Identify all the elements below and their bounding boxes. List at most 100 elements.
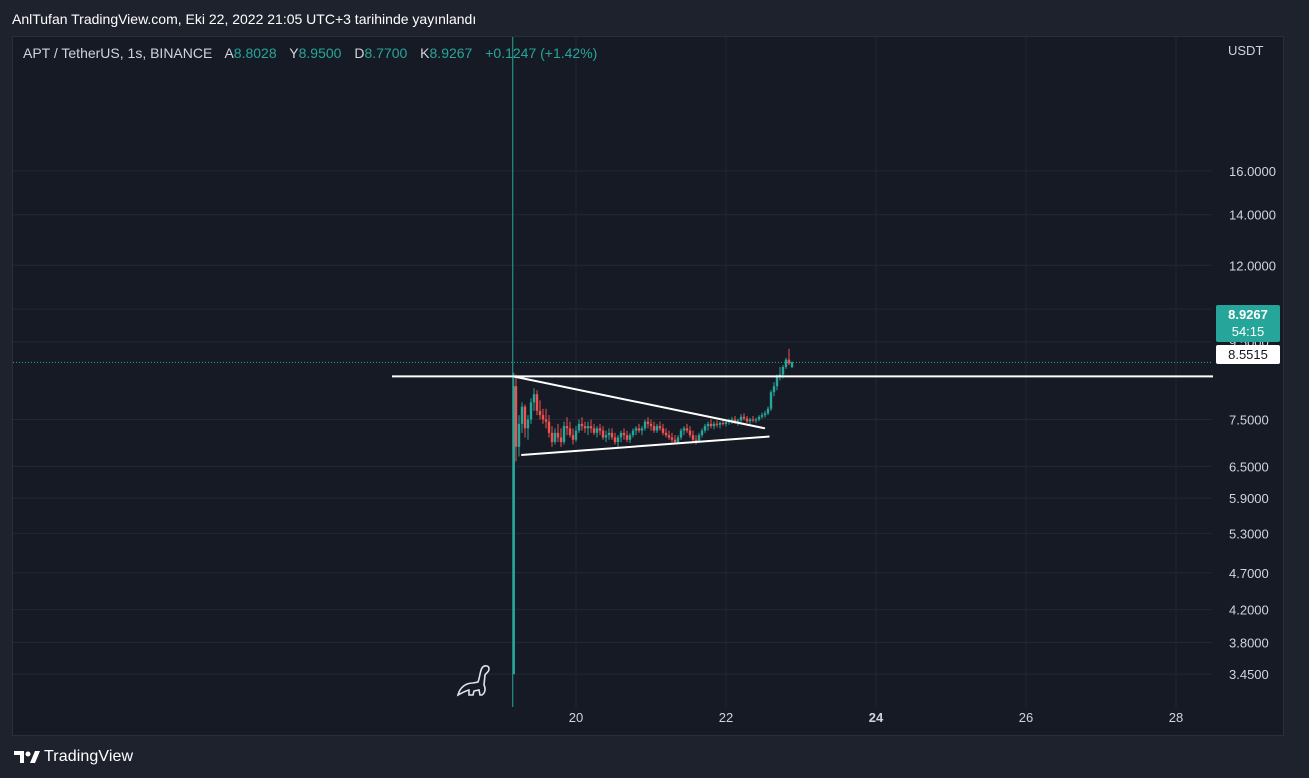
candle-down	[514, 386, 518, 447]
candle-down	[598, 428, 602, 431]
candle-up	[703, 426, 707, 431]
chart-pane[interactable]	[12, 36, 1284, 736]
time-tick-label: 22	[719, 710, 733, 725]
candle-up	[760, 415, 764, 417]
candle-down	[649, 423, 653, 427]
candle-down	[715, 423, 719, 425]
candle-up	[772, 386, 776, 393]
candle-down	[667, 435, 671, 438]
candle-down	[637, 428, 641, 431]
candle-down	[733, 419, 737, 423]
candle-up	[616, 437, 620, 443]
candle-down	[646, 421, 650, 424]
candle-up	[604, 435, 608, 438]
price-tick-label: 5.3000	[1229, 526, 1269, 541]
open-label: A	[224, 45, 234, 61]
candle-up	[607, 432, 611, 436]
last-price-tag: 8.9267 54:15	[1216, 305, 1280, 342]
candle-up	[532, 394, 536, 403]
footer-brand: TradingView	[44, 748, 134, 765]
candle-up	[512, 386, 515, 675]
price-tick-label: 12.0000	[1229, 258, 1276, 273]
candle-down	[613, 437, 617, 443]
candle-up	[784, 359, 788, 368]
high-value: 8.9500	[298, 45, 342, 61]
change-value: +0.1247 (+1.42%)	[485, 45, 598, 61]
candle-down	[664, 432, 668, 436]
candle-down	[673, 439, 677, 443]
candle-up	[655, 426, 659, 431]
bar-countdown: 54:15	[1231, 324, 1265, 339]
candle-up	[679, 430, 683, 438]
time-tick-label: 26	[1019, 710, 1033, 725]
open-value: 8.8028	[233, 45, 277, 61]
candle-down	[535, 394, 539, 411]
candle-up	[562, 426, 566, 443]
candle-up	[628, 435, 632, 440]
currency-label[interactable]: USDT	[1228, 43, 1264, 58]
triangle-upper-trendline[interactable]	[513, 375, 766, 430]
candle-down	[787, 359, 791, 364]
level-price-tag: 8.5515	[1216, 345, 1280, 364]
candle-down	[694, 439, 698, 443]
price-tick-label: 4.7000	[1229, 566, 1269, 581]
price-tick-label: 5.9000	[1229, 491, 1269, 506]
candle-down	[601, 430, 605, 438]
candle-up	[757, 416, 761, 420]
candle-up	[766, 408, 770, 414]
candle-up	[781, 367, 785, 375]
candle-up	[754, 419, 758, 421]
candle-up	[763, 413, 767, 416]
candle-down	[691, 435, 695, 440]
triangle-lower-trendline[interactable]	[521, 435, 770, 456]
candle-up	[643, 421, 647, 429]
tradingview-logo-icon	[14, 751, 40, 763]
symbol-name[interactable]: APT / TetherUS, 1s, BINANCE	[23, 45, 213, 61]
time-tick-label: 24	[869, 710, 884, 725]
candle-up	[640, 428, 644, 431]
low-value: 8.7700	[364, 45, 408, 61]
candle-up	[790, 362, 794, 368]
candle-down	[547, 421, 551, 433]
candle-up	[718, 422, 722, 425]
candle-up	[712, 423, 716, 427]
candle-up	[526, 419, 530, 429]
candle-down	[523, 406, 527, 429]
candle-up	[520, 406, 524, 424]
candle-down	[610, 432, 614, 438]
candle-up	[739, 416, 743, 421]
candle-down	[745, 418, 749, 422]
candle-down	[568, 428, 572, 436]
candle-down	[541, 415, 545, 420]
candle-up	[577, 423, 581, 431]
candle-down	[571, 435, 575, 440]
candle-down	[559, 437, 563, 443]
candle-up	[634, 428, 638, 431]
candle-up	[553, 432, 557, 443]
candle-up	[724, 422, 728, 424]
candle-up	[631, 430, 635, 436]
publish-bar: AnlTufan TradingView.com, Eki 22, 2022 2…	[0, 0, 1309, 36]
publish-caption: AnlTufan TradingView.com, Eki 22, 2022 2…	[12, 11, 477, 27]
candle-up	[736, 420, 740, 423]
candle-up	[595, 428, 599, 433]
candle-down	[658, 426, 662, 429]
candle-down	[538, 410, 542, 416]
candle-down	[589, 426, 593, 429]
candle-down	[556, 432, 560, 438]
price-tick-label: 7.5000	[1229, 412, 1269, 427]
candle-up	[697, 435, 701, 443]
price-tick-label: 4.2000	[1229, 603, 1269, 618]
candle-down	[721, 422, 725, 424]
candle-up	[574, 430, 578, 440]
symbol-legend[interactable]: APT / TetherUS, 1s, BINANCE A8.8028 Y8.9…	[23, 45, 597, 61]
price-tick-label: 3.4500	[1229, 667, 1269, 682]
candle-down	[661, 428, 665, 433]
candle-up	[676, 437, 680, 443]
candle-down	[688, 430, 692, 436]
time-tick-label: 20	[569, 710, 583, 725]
candle-down	[709, 423, 713, 427]
tradingview-footer[interactable]: TradingView	[14, 746, 133, 768]
candle-down	[583, 426, 587, 429]
